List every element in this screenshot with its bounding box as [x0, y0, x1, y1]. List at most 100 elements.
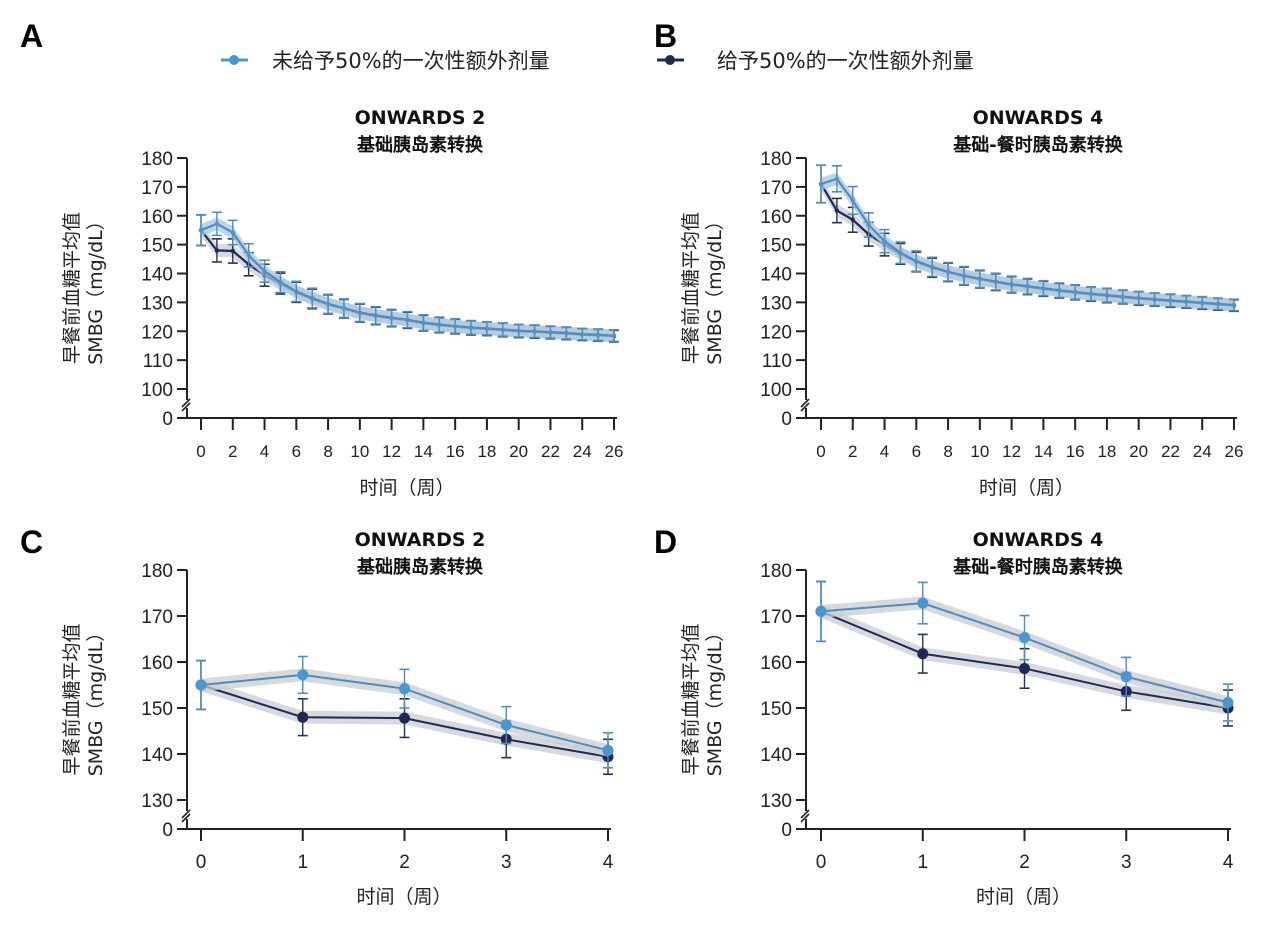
x-tick-label: 8 — [943, 442, 952, 461]
x-tick-label: 3 — [1121, 852, 1132, 873]
data-point — [961, 273, 967, 278]
data-point — [1222, 696, 1234, 708]
x-tick-label: 1 — [917, 852, 928, 873]
data-point — [452, 323, 458, 329]
data-point — [1088, 291, 1094, 296]
data-point — [500, 327, 506, 332]
x-tick-label: 1 — [297, 852, 308, 873]
x-tick-label: 0 — [196, 852, 207, 873]
x-tick-label: 24 — [573, 442, 592, 461]
data-point — [278, 279, 283, 285]
data-point — [1136, 295, 1141, 301]
y-tick-label: 180 — [760, 561, 792, 582]
legend-label: 给予50%的一次性额外剂量 — [717, 49, 974, 73]
data-point — [214, 221, 220, 227]
x-axis-label: 时间（周） — [359, 477, 454, 499]
data-point — [1168, 298, 1173, 303]
y-tick-label: 120 — [141, 322, 173, 343]
data-point — [1019, 632, 1030, 644]
x-tick-label: 16 — [446, 442, 465, 461]
x-tick-label: 4 — [260, 442, 269, 461]
data-point — [818, 181, 824, 187]
data-point — [297, 669, 309, 681]
chart-subtitle: 基础-餐时胰岛素转换 — [952, 556, 1123, 578]
data-point — [1200, 300, 1205, 305]
y-tick-label: 170 — [760, 607, 792, 628]
x-tick-label: 6 — [912, 442, 921, 461]
y-tick-label: 140 — [760, 745, 792, 766]
data-point — [294, 289, 299, 294]
axis-break-mark — [800, 809, 810, 819]
data-point — [602, 744, 614, 756]
data-point — [850, 217, 855, 222]
data-point — [246, 253, 251, 258]
y-tick-label: 150 — [760, 236, 792, 257]
data-point — [230, 248, 235, 254]
data-point — [1009, 281, 1014, 287]
chart-panel-a: ONWARDS 2基础胰岛素转换010011012013014015016017… — [61, 107, 623, 499]
data-point — [198, 227, 204, 233]
y-tick-label: 180 — [141, 561, 173, 582]
chart-subtitle: 基础胰岛素转换 — [356, 556, 484, 578]
data-point — [1104, 292, 1110, 298]
data-point — [866, 222, 871, 228]
x-tick-label: 18 — [477, 442, 496, 461]
panel-letter-b: B — [654, 18, 677, 54]
x-tick-label: 2 — [1019, 852, 1030, 873]
y-tick-label: 130 — [141, 791, 173, 812]
y-tick-label: 150 — [760, 699, 792, 720]
data-point — [1120, 294, 1126, 299]
data-point — [214, 248, 220, 253]
y-tick-label: 140 — [141, 745, 173, 766]
axis-break-mark — [800, 402, 810, 412]
y-tick-label: 100 — [141, 380, 173, 401]
x-tick-label: 16 — [1066, 442, 1085, 461]
x-tick-label: 2 — [848, 442, 857, 461]
x-axis-label: 时间（周） — [979, 477, 1074, 499]
data-point — [341, 305, 347, 311]
data-point — [399, 683, 410, 695]
data-point — [945, 269, 951, 274]
data-point — [882, 238, 887, 244]
x-tick-label: 12 — [1002, 442, 1021, 461]
data-point — [898, 250, 903, 255]
axis-break-mark — [800, 398, 810, 408]
data-point — [399, 712, 410, 724]
x-tick-label: 20 — [509, 442, 528, 461]
data-point — [914, 258, 919, 264]
chart-subtitle: 基础-餐时胰岛素转换 — [952, 134, 1123, 156]
data-point — [1019, 662, 1030, 674]
y-tick-label: 170 — [141, 178, 173, 199]
series-no-dose — [815, 580, 1234, 722]
data-point — [1184, 299, 1189, 304]
y-tick-label: 110 — [143, 351, 173, 372]
data-point — [437, 322, 442, 327]
data-point — [548, 329, 553, 335]
chart-title: ONWARDS 2 — [355, 107, 486, 129]
axis-break-mark — [181, 398, 191, 408]
series-no-dose — [196, 211, 619, 343]
x-tick-label: 18 — [1097, 442, 1116, 461]
panel-letter-c: C — [20, 524, 43, 560]
data-point — [834, 208, 840, 213]
data-point — [595, 332, 601, 337]
data-point — [917, 597, 929, 609]
x-tick-label: 0 — [816, 852, 827, 873]
y-tick-label: 130 — [141, 293, 173, 314]
data-point — [1072, 289, 1078, 295]
x-tick-label: 10 — [350, 442, 369, 461]
y-tick-label: 160 — [141, 653, 173, 674]
y-tick-label: 140 — [760, 265, 792, 286]
chart-panel-d: ONWARDS 4 基础-餐时胰岛素转换 0 130 140 150 160 170 180 0 1… — [680, 529, 1234, 908]
axis-break-mark — [181, 402, 191, 412]
y-axis-label-units: SMBG（mg/dL） — [704, 623, 726, 777]
chart-panel-c: ONWARDS 2 基础胰岛素转换 0 130 140 150 160 170 180 0 1 2 3 4… — [61, 529, 614, 908]
y-axis-label-units: SMBG（mg/dL） — [704, 211, 726, 365]
y-tick-label: 160 — [760, 653, 792, 674]
data-point — [262, 268, 267, 274]
data-point — [373, 313, 378, 318]
y-tick-label: 100 — [760, 380, 792, 401]
y-tick-label: 180 — [760, 149, 792, 170]
data-point — [834, 176, 840, 181]
y-tick-label: 0 — [162, 409, 173, 430]
